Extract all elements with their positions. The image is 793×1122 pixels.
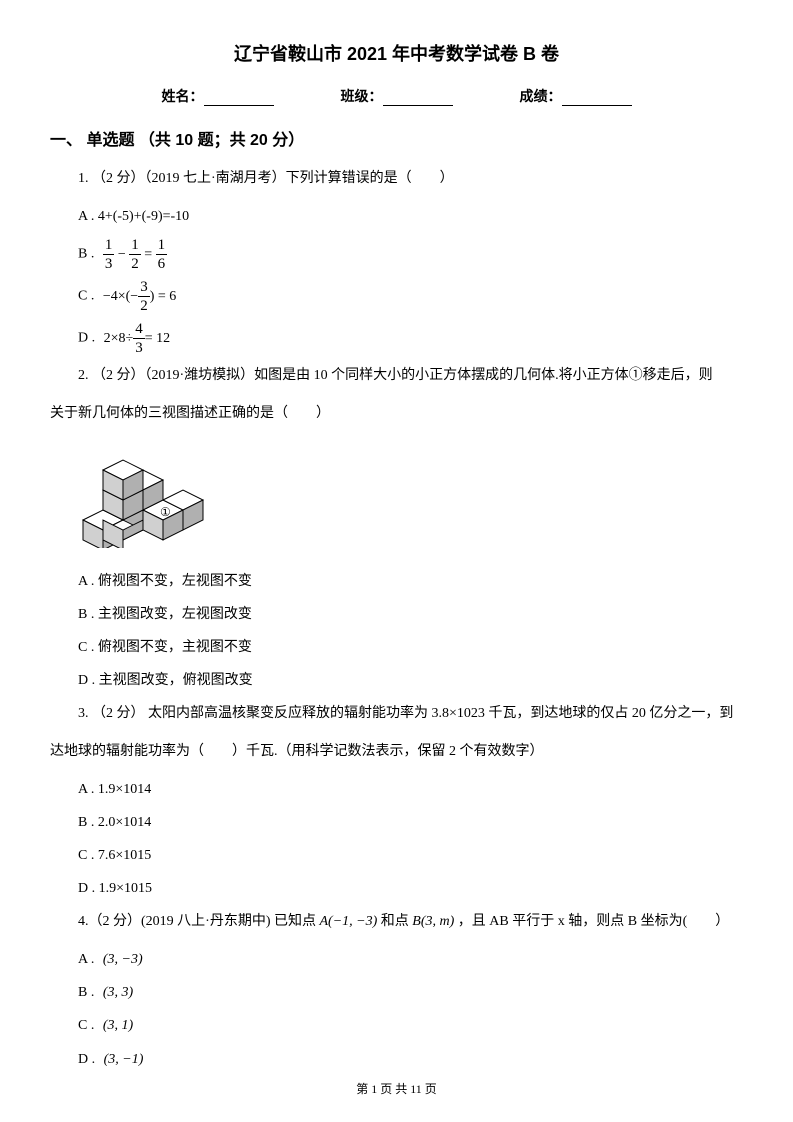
score-blank[interactable] <box>562 92 632 106</box>
q2-option-d: D . 主视图改变，俯视图改变 <box>78 667 743 695</box>
q4-suffix: ，且 AB 平行于 x 轴，则点 B 坐标为( ） <box>458 914 729 929</box>
q4-point-b: B(3, m) <box>412 914 454 929</box>
class-label: 班级： <box>341 90 383 105</box>
q2-figure: ① <box>78 438 743 553</box>
q2-stem-1: 2. （2 分）（2019·潍坊模拟）如图是由 10 个同样大小的小正方体摆成的… <box>50 362 743 390</box>
q1-optb-label: B . <box>78 247 94 262</box>
name-blank[interactable] <box>204 92 274 106</box>
q4-opta-label: A . <box>78 952 94 967</box>
q1-optc-label: C . <box>78 289 94 304</box>
q4-prefix: 4.（2 分）(2019 八上·丹东期中) 已知点 <box>78 914 320 929</box>
q2-option-a: A . 俯视图不变，左视图不变 <box>78 568 743 596</box>
q4-option-b: B . (3, 3) <box>78 979 743 1007</box>
score-label: 成绩： <box>520 90 562 105</box>
q4-optc-val: (3, 1) <box>103 1012 133 1040</box>
q4-optb-val: (3, 3) <box>103 979 133 1007</box>
q1-optc-math: −4×(− 32 ) = 6 <box>103 278 176 315</box>
q1-option-a: A . 4+(-5)+(-9)=-10 <box>78 203 743 231</box>
q1-option-c: C . −4×(− 32 ) = 6 <box>78 278 743 315</box>
name-label: 姓名： <box>162 90 204 105</box>
exam-title: 辽宁省鞍山市 2021 年中考数学试卷 B 卷 <box>50 40 743 66</box>
q2-stem-2: 关于新几何体的三视图描述正确的是（ ） <box>50 400 743 428</box>
q1-stem: 1. （2 分）（2019 七上·南湖月考）下列计算错误的是（ ） <box>50 165 743 193</box>
page-footer: 第 1 页 共 11 页 <box>0 1080 793 1097</box>
figure-label: ① <box>160 505 171 519</box>
q2-option-b: B . 主视图改变，左视图改变 <box>78 601 743 629</box>
q3-option-c: C . 7.6×1015 <box>78 842 743 870</box>
q4-option-c: C . (3, 1) <box>78 1012 743 1040</box>
q4-optc-label: C . <box>78 1019 94 1034</box>
q4-optd-label: D . <box>78 1052 95 1067</box>
q4-mid: 和点 <box>381 914 413 929</box>
q3-stem-2: 达地球的辐射能功率为（ ）千瓦.（用科学记数法表示，保留 2 个有效数字） <box>50 738 743 766</box>
q2-option-c: C . 俯视图不变，主视图不变 <box>78 634 743 662</box>
q4-point-a: A(−1, −3) <box>320 914 378 929</box>
q3-stem-1: 3. （2 分） 太阳内部高温核聚变反应释放的辐射能功率为 3.8×1023 千… <box>50 700 743 728</box>
q4-option-d: D . (3, −1) <box>78 1046 743 1074</box>
q1-optb-math: 13 − 12 = 16 <box>103 236 167 273</box>
info-line: 姓名： 班级： 成绩： <box>50 86 743 106</box>
q1-option-b: B . 13 − 12 = 16 <box>78 236 743 273</box>
class-blank[interactable] <box>383 92 453 106</box>
q1-optd-math: 2×8÷ 43 = 12 <box>104 320 171 357</box>
q4-optd-val: (3, −1) <box>104 1046 144 1074</box>
section-title: 一、 单选题 （共 10 题；共 20 分） <box>50 126 743 150</box>
q3-option-a: A . 1.9×1014 <box>78 776 743 804</box>
q1-optd-label: D . <box>78 331 95 346</box>
q4-option-a: A . (3, −3) <box>78 946 743 974</box>
q1-option-d: D . 2×8÷ 43 = 12 <box>78 320 743 357</box>
q4-opta-val: (3, −3) <box>103 946 143 974</box>
q3-option-b: B . 2.0×1014 <box>78 809 743 837</box>
q4-stem: 4.（2 分）(2019 八上·丹东期中) 已知点 A(−1, −3) 和点 B… <box>50 908 743 936</box>
q4-optb-label: B . <box>78 985 94 1000</box>
q3-option-d: D . 1.9×1015 <box>78 875 743 903</box>
